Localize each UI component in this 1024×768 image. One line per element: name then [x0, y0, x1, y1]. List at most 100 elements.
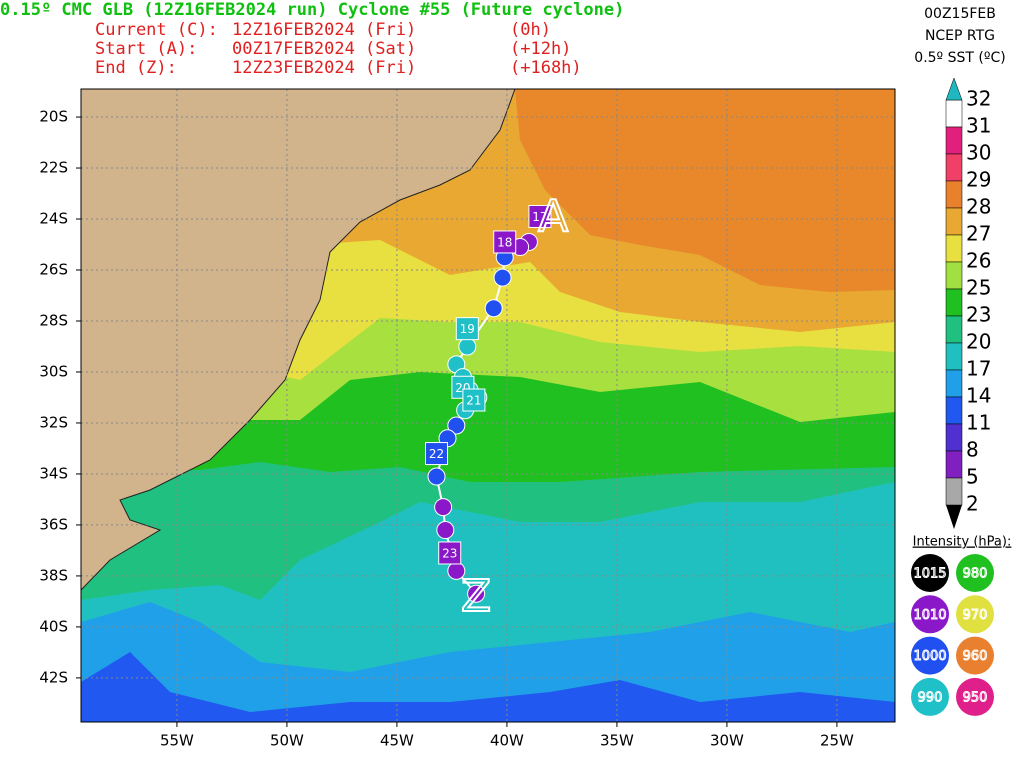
colorbar-segment [945, 477, 963, 506]
sst-info: 0.5º SST (ºC) [914, 50, 1005, 66]
intensity-swatch [911, 636, 949, 675]
header-offset: (+12h) [510, 39, 571, 59]
header-date: 12Z23FEB2024 (Fri) [232, 58, 416, 78]
sst-field [81, 89, 895, 722]
header-offset: (+168h) [510, 58, 582, 78]
lon-label: 35W [600, 732, 634, 750]
lon-label: 50W [270, 732, 304, 750]
track-point [436, 521, 455, 540]
header-label: End (Z): [95, 58, 177, 78]
end-marker: Z [461, 571, 491, 622]
day-label: 18 [497, 235, 512, 249]
lat-label: 32S [39, 413, 68, 431]
intensity-label: 960 [963, 649, 988, 664]
day-marker [462, 388, 486, 412]
track-point [427, 467, 446, 486]
lat-label: 30S [39, 362, 68, 380]
day-marker [425, 442, 449, 466]
header-label: Current (C): [95, 20, 218, 40]
colorbar-label: 2 [966, 492, 979, 516]
intensity-swatch [911, 554, 949, 592]
colorbar-label: 20 [966, 330, 991, 354]
colorbar-under [946, 505, 962, 529]
sst-info: 00Z15FEB [924, 6, 996, 22]
intensity-swatch [956, 595, 994, 634]
track-point [493, 268, 512, 287]
track-point [434, 498, 453, 517]
header-date: 12Z16FEB2024 (Fri) [232, 20, 416, 40]
colorbar-segment [945, 450, 963, 479]
colorbar-segment [945, 180, 963, 209]
intensity-title: Intensity (hPa): [913, 535, 1012, 550]
track-point [447, 416, 466, 435]
colorbar-label: 29 [966, 168, 991, 192]
colorbar-segment [945, 234, 963, 263]
colorbar-segment [945, 423, 963, 452]
track-point [484, 299, 503, 318]
colorbar-segment [945, 342, 963, 371]
day-marker [455, 317, 479, 341]
lat-label: 28S [39, 311, 68, 329]
intensity-label: 1000 [913, 649, 946, 664]
colorbar-label: 14 [966, 384, 991, 408]
sst-info: NCEP RTG [925, 28, 995, 44]
colorbar-segment [945, 315, 963, 344]
lon-label: 40W [490, 732, 524, 750]
colorbar-segment [945, 153, 963, 182]
colorbar-segment [945, 396, 963, 425]
intensity-label: 990 [918, 690, 943, 705]
intensity-swatch [956, 677, 994, 716]
intensity-swatch [911, 677, 949, 716]
track-point [458, 337, 477, 356]
track-point [467, 584, 486, 603]
intensity-label: 980 [963, 567, 988, 582]
intensity-label: 1010 [913, 608, 946, 623]
grid [81, 89, 895, 722]
colorbar-label: 28 [966, 195, 991, 219]
lon-label: 55W [160, 732, 194, 750]
colorbar-segment [945, 207, 963, 236]
day-label: 17 [532, 210, 547, 224]
lon-label: 25W [820, 732, 854, 750]
lon-label: 30W [710, 732, 744, 750]
colorbar-label: 11 [966, 411, 991, 435]
colorbar-label: 26 [966, 249, 991, 273]
intensity-swatch [956, 636, 994, 675]
lat-label: 40S [39, 617, 68, 635]
colorbar-label: 17 [966, 357, 991, 381]
lat-label: 26S [39, 261, 68, 279]
colorbar-label: 8 [966, 438, 979, 462]
colorbar-segment [945, 99, 963, 128]
day-label: 21 [466, 394, 481, 408]
intensity-label: 950 [963, 690, 988, 705]
colorbar-segment [945, 288, 963, 317]
colorbar-segment [945, 126, 963, 155]
lat-label: 36S [39, 515, 68, 533]
colorbar-label: 31 [966, 114, 991, 138]
start-marker: A [538, 191, 568, 242]
day-label: 19 [460, 322, 475, 336]
intensity-swatch [911, 595, 949, 634]
colorbar-over [945, 77, 963, 101]
colorbar-label: 23 [966, 303, 991, 327]
colorbar-label: 5 [966, 465, 979, 489]
title: 0.15º CMC GLB (12Z16FEB2024 run) Cyclone… [0, 0, 624, 20]
colorbar-label: 27 [966, 222, 991, 246]
day-label: 23 [442, 546, 457, 560]
day-marker [528, 204, 552, 228]
header-label: Start (A): [95, 39, 197, 59]
colorbar-label: 32 [966, 87, 991, 111]
colorbar-label: 30 [966, 141, 991, 165]
colorbar-label: 25 [966, 276, 991, 300]
day-marker [438, 541, 462, 565]
colorbar-segment [945, 261, 963, 290]
intensity-label: 1015 [913, 567, 946, 582]
intensity-label: 970 [963, 608, 988, 623]
lat-label: 42S [39, 668, 68, 686]
lat-label: 34S [39, 464, 68, 482]
lat-label: 20S [39, 108, 68, 126]
header-date: 00Z17FEB2024 (Sat) [232, 39, 416, 59]
intensity-swatch [956, 554, 994, 592]
